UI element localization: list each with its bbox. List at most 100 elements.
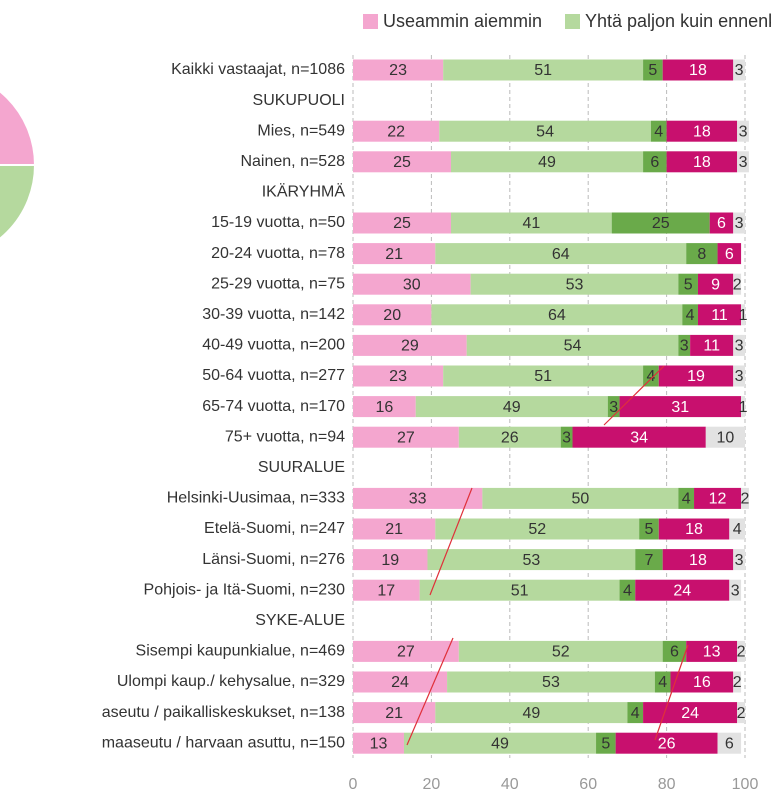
bar-segment (678, 334, 691, 356)
bar-segment (662, 59, 734, 81)
bar-segment (353, 120, 440, 142)
data-label: 26 (501, 429, 519, 446)
y-tick-label: SUURALUE (258, 459, 345, 476)
data-label: 33 (409, 491, 427, 508)
data-label: 3 (735, 62, 744, 79)
bar-segment (451, 151, 644, 173)
bar-segment (694, 487, 742, 509)
bar-segment (737, 120, 749, 142)
y-tick-label: Nainen, n=528 (240, 153, 345, 170)
bar-segment (353, 304, 432, 326)
data-label: 25 (393, 154, 411, 171)
bar-segment (717, 732, 742, 754)
y-tick-label: IKÄRYHMÄ (262, 183, 346, 201)
bar-segment (619, 579, 636, 601)
data-label: 51 (511, 582, 529, 599)
y-tick-label: 65-74 vuotta, n=170 (202, 398, 345, 415)
data-label: 2 (733, 674, 742, 691)
y-tick-label: 75+ vuotta, n=94 (225, 428, 345, 445)
bar-segment (353, 59, 444, 81)
bar-segment (729, 579, 742, 601)
bar-segment (733, 365, 745, 387)
bar-segment (353, 702, 436, 724)
bar-segment (697, 304, 742, 326)
bar-segment (353, 212, 451, 234)
bar-segment (639, 518, 659, 540)
data-label: 11 (703, 338, 720, 355)
data-label: 49 (491, 735, 509, 752)
data-label: 49 (538, 154, 556, 171)
annotation-lines (406, 365, 689, 746)
bar-segment (353, 426, 459, 448)
data-label: 30 (403, 276, 421, 293)
bar-segment (737, 151, 749, 173)
y-tick-label: Kaikki vastaajat, n=1086 (171, 61, 345, 78)
y-tick-label: 15-19 vuotta, n=50 (211, 214, 345, 231)
bar-segment (560, 426, 573, 448)
bar-segment (435, 243, 687, 265)
data-label: 2 (737, 644, 746, 661)
y-tick-label: 50-64 vuotta, n=277 (202, 367, 345, 384)
y-tick-label: Pohjois- ja Itä-Suomi, n=230 (144, 581, 346, 598)
data-label: 5 (645, 521, 654, 538)
x-tick-label: 100 (732, 776, 759, 793)
annotation-line (603, 365, 665, 426)
data-label: 13 (370, 735, 388, 752)
bar-segment (482, 487, 679, 509)
plot: 0 20 40 60 80 100 Useammin aiemmin Yhtä paljon … (102, 11, 771, 793)
y-tick-label: Sisempi kaupunkialue, n=469 (136, 643, 346, 660)
y-tick-label: aseutu / paikalliskeskukset, n=138 (102, 704, 345, 721)
bar-segment (643, 365, 659, 387)
bar-segment (682, 304, 698, 326)
bar-segment (643, 59, 663, 81)
data-label: 51 (534, 62, 552, 79)
data-label: 18 (693, 123, 711, 140)
bar-segment (611, 212, 710, 234)
data-label: 6 (650, 154, 659, 171)
data-label: 23 (389, 62, 407, 79)
data-label: 18 (689, 552, 707, 569)
bar-segment (690, 334, 734, 356)
bar-segment (709, 212, 734, 234)
bar-segment (662, 640, 687, 662)
data-label: 29 (401, 338, 419, 355)
data-label: 1 (739, 307, 748, 324)
x-tick-label: 20 (423, 776, 441, 793)
bar-segment (619, 396, 742, 418)
data-label: 22 (387, 123, 405, 140)
bar-segment (415, 396, 608, 418)
bar-segment (403, 732, 597, 754)
bar-segment (635, 549, 663, 571)
data-label: 7 (645, 552, 654, 569)
y-tick-label: 30-39 vuotta, n=142 (202, 306, 345, 323)
x-tick-label: 40 (501, 776, 519, 793)
data-label: 3 (562, 429, 571, 446)
data-label: 23 (389, 368, 407, 385)
bar-segment (733, 59, 745, 81)
data-label: 24 (391, 674, 409, 691)
bar-segment (643, 151, 667, 173)
bar-segment (353, 487, 483, 509)
data-label: 3 (731, 582, 740, 599)
data-label: 4 (682, 491, 691, 508)
data-label: 25 (652, 215, 670, 232)
bar-segment (733, 334, 745, 356)
data-label: 3 (735, 552, 744, 569)
bar-segment (615, 732, 718, 754)
bar-segment (353, 151, 451, 173)
bar-segment (650, 120, 667, 142)
data-label: 6 (725, 246, 734, 263)
data-label: 10 (717, 429, 735, 446)
bar-segment (733, 671, 742, 693)
data-label: 26 (658, 735, 676, 752)
data-label: 5 (684, 276, 693, 293)
bar-segment (635, 579, 730, 601)
bar-segment (458, 426, 561, 448)
bar-segment (733, 273, 742, 295)
bar-segment (666, 120, 738, 142)
bar-segment (353, 579, 420, 601)
y-tick-label: 20-24 vuotta, n=78 (211, 245, 345, 262)
annotation-line (654, 644, 689, 741)
data-label: 31 (671, 399, 689, 416)
y-tick-label: Länsi-Suomi, n=276 (202, 551, 345, 568)
